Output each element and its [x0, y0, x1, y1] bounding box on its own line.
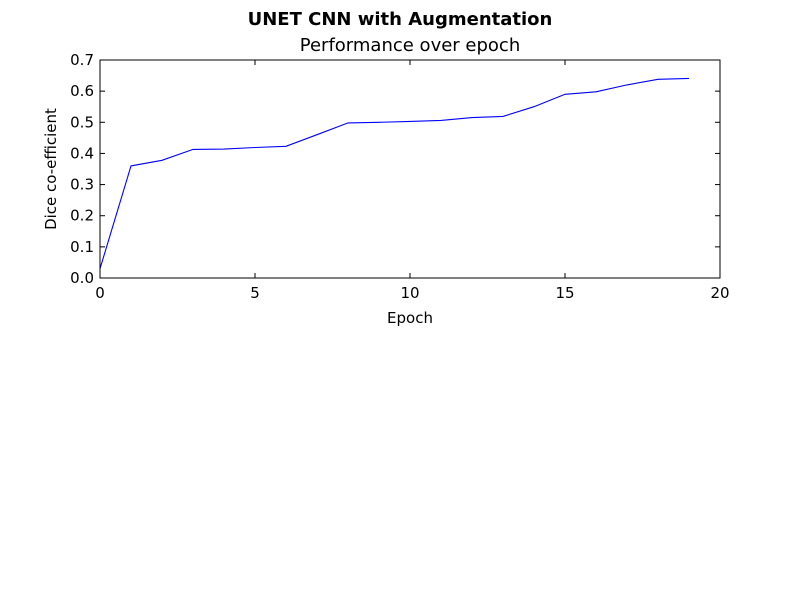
y-tick-label: 0.4 — [70, 144, 94, 162]
y-tick-label: 0.6 — [70, 82, 94, 100]
series-line — [99, 77, 690, 269]
y-axis-label: Dice co-efficient — [42, 108, 60, 230]
x-tick-label: 0 — [95, 284, 105, 302]
x-tick-label: 10 — [400, 284, 419, 302]
chart-title: UNET CNN with Augmentation — [247, 9, 553, 30]
y-tick-label: 0.1 — [70, 238, 94, 256]
x-axis-label: Epoch — [387, 309, 433, 327]
plot-area-frame — [99, 59, 721, 279]
y-tick-label: 0.7 — [70, 51, 94, 69]
y-tick-label: 0.2 — [70, 207, 94, 225]
y-tick-label: 0.0 — [70, 269, 94, 287]
chart-subtitle: Performance over epoch — [299, 35, 521, 56]
y-tick-label: 0.3 — [70, 176, 94, 194]
x-tick-label: 5 — [250, 284, 260, 302]
x-tick-label: 20 — [710, 284, 729, 302]
y-tick-label: 0.5 — [70, 113, 94, 131]
x-tick-label: 15 — [555, 284, 574, 302]
